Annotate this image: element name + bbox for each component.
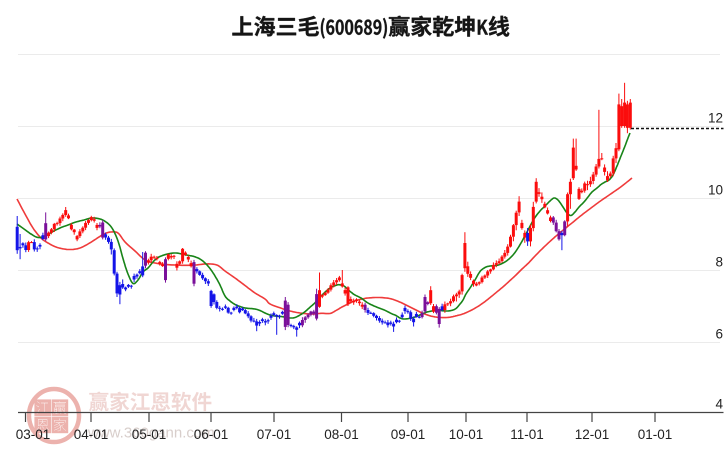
svg-text:6: 6 [715,327,723,342]
svg-text:01-01: 01-01 [638,427,673,442]
svg-text:07-01: 07-01 [257,427,292,442]
svg-text:www.360gann.com: www.360gann.com [87,425,215,442]
svg-text:08-01: 08-01 [324,427,359,442]
svg-text:10-01: 10-01 [449,427,484,442]
svg-text:06-01: 06-01 [194,427,229,442]
svg-text:12: 12 [708,111,723,126]
svg-text:09-01: 09-01 [391,427,426,442]
svg-text:8: 8 [715,255,723,270]
svg-text:11-01: 11-01 [510,427,544,442]
svg-text:10: 10 [708,183,723,198]
svg-text:03-01: 03-01 [16,427,51,442]
svg-text:4: 4 [715,397,723,412]
svg-text:12-01: 12-01 [575,427,610,442]
svg-text:05-01: 05-01 [132,427,167,442]
svg-text:04-01: 04-01 [74,427,109,442]
